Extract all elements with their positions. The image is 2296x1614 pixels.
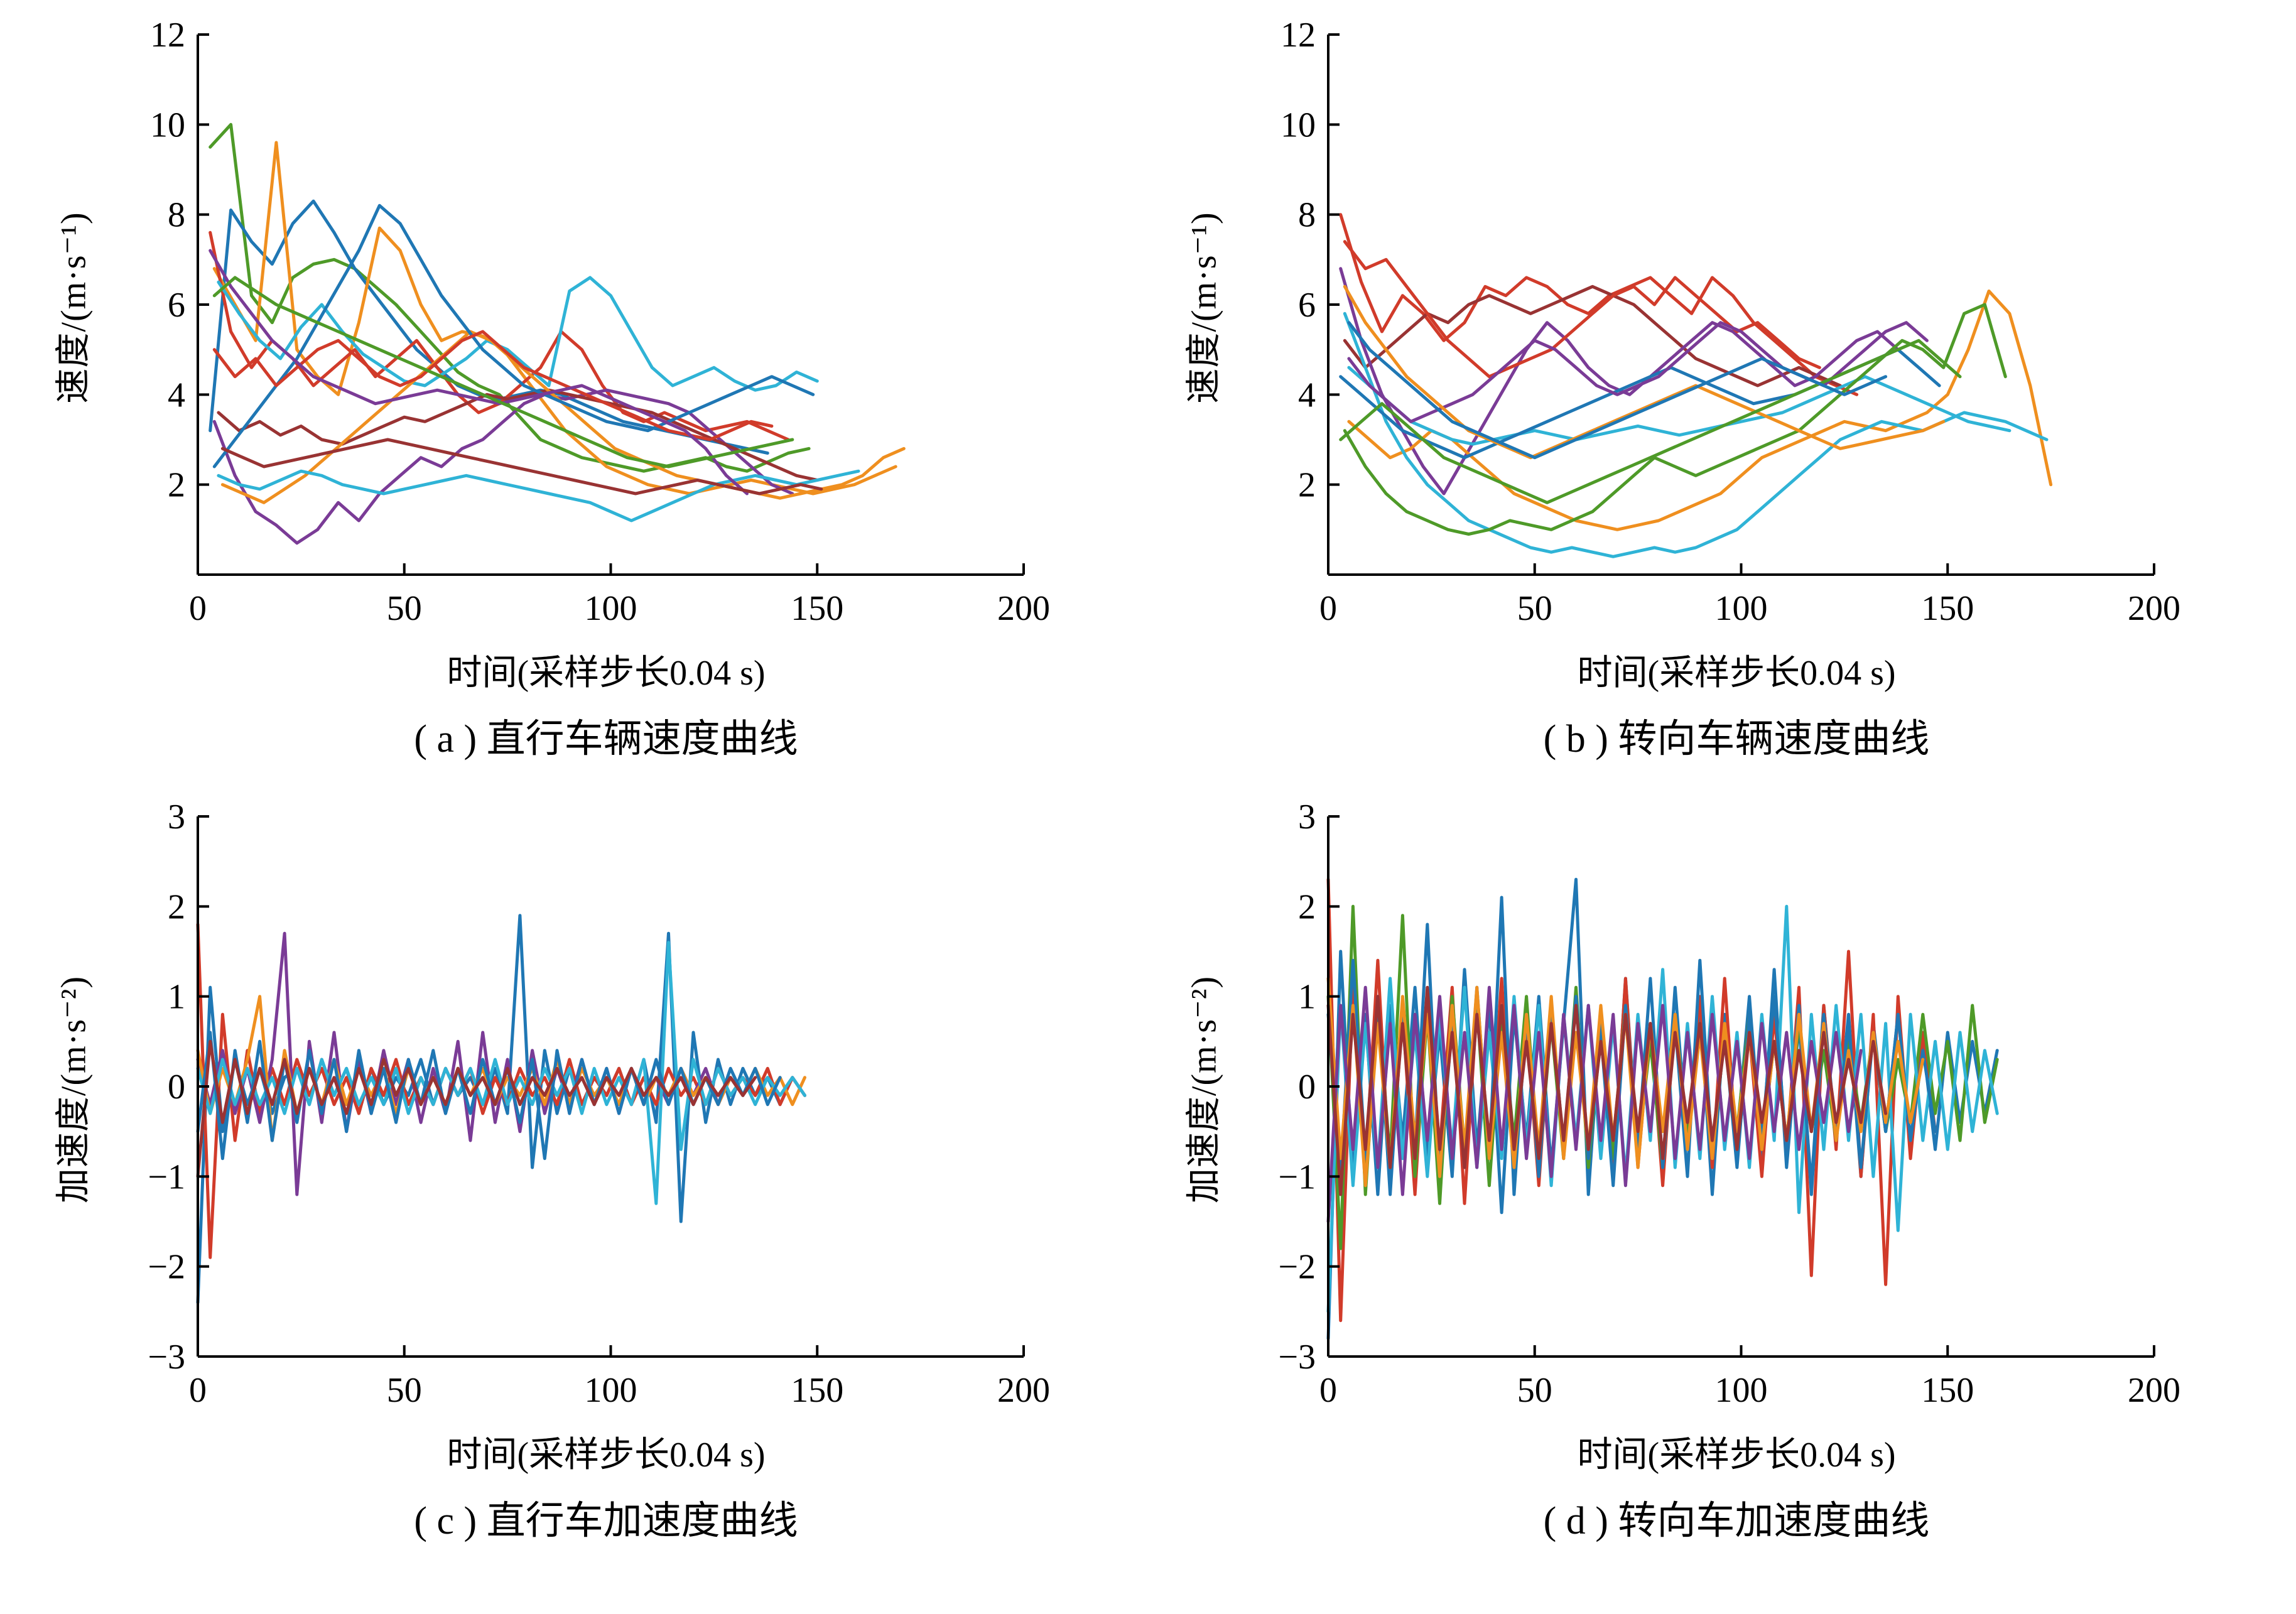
plot-area-a: 0 50 100 150 200 2 4 6 8 10 12 — [100, 19, 1080, 647]
y-tick-label: 2 — [168, 887, 185, 926]
plot-canvas-b: 0 50 100 150 200 2 4 6 8 10 12 — [1281, 19, 2180, 628]
series-line — [208, 249, 749, 496]
figure-grid: 速度/(m·s⁻¹) 0 50 100 150 200 2 4 6 8 10 12 时间(采样步长0… — [44, 19, 2211, 1545]
series-line — [196, 914, 806, 1304]
series-line — [1347, 321, 1888, 460]
y-tick-label: 12 — [1281, 19, 1316, 55]
series-line — [212, 330, 774, 441]
series-line — [212, 141, 897, 496]
x-tick-label: 200 — [997, 1371, 1050, 1410]
series-line — [212, 276, 794, 468]
plot-canvas-a: 0 50 100 150 200 2 4 6 8 10 12 — [150, 19, 1050, 628]
x-tick-label: 0 — [1319, 1371, 1337, 1410]
x-tick-label: 200 — [2128, 589, 2180, 628]
y-tick-label: 6 — [168, 286, 185, 325]
series-line — [220, 438, 823, 496]
series-line — [1343, 303, 2007, 536]
plot-canvas-c: 0 50 100 150 200 −3 −2 −1 0 1 2 3 — [148, 801, 1050, 1410]
y-tick-label: −2 — [148, 1248, 185, 1287]
series-line — [212, 388, 794, 545]
y-tick-label: −3 — [148, 1338, 185, 1377]
x-axis-label-d: 时间(采样步长0.04 s) — [1577, 1436, 1896, 1475]
chart-panel-a: 速度/(m·s⁻¹) 0 50 100 150 200 2 4 6 8 10 12 时间(采样步长0… — [44, 19, 1080, 763]
x-tick-label: 50 — [1517, 589, 1552, 628]
x-tick-label: 50 — [1517, 1371, 1552, 1410]
x-tick-label: 150 — [791, 1371, 843, 1410]
y-tick-label: 2 — [1298, 887, 1316, 926]
series-line — [1347, 366, 2012, 446]
y-tick-label: 4 — [1298, 376, 1316, 414]
caption-b: ( b ) 转向车辆速度曲线 — [1543, 718, 1930, 761]
y-tick-label: 3 — [1298, 801, 1316, 837]
chart-panel-b: 速度/(m·s⁻¹) 0 50 100 150 200 2 4 6 8 10 12 时间(采样步长0… — [1174, 19, 2211, 763]
x-axis-label-c: 时间(采样步长0.04 s) — [447, 1436, 766, 1475]
y-tick-label: 0 — [168, 1068, 185, 1107]
y-tick-label: 0 — [1298, 1068, 1316, 1107]
plot-area-d: 0 50 100 150 200 −3 −2 −1 0 1 2 3 — [1231, 801, 2211, 1429]
plot-area-b: 0 50 100 150 200 2 4 6 8 10 12 — [1231, 19, 2211, 647]
series-line — [1343, 311, 2049, 558]
x-tick-label: 100 — [1715, 589, 1768, 628]
y-tick-label: 8 — [1298, 196, 1316, 235]
caption-c: ( c ) 直行车加速度曲线 — [414, 1500, 798, 1542]
x-tick-label: 150 — [1921, 1371, 1974, 1410]
series-line — [1339, 213, 1859, 396]
caption-d: ( d ) 转向车加速度曲线 — [1543, 1500, 1930, 1542]
y-axis-label-a: 速度/(m·s⁻¹) — [54, 212, 94, 404]
y-tick-label: 10 — [1281, 106, 1316, 144]
x-tick-label: 150 — [1921, 589, 1974, 628]
y-tick-label: −2 — [1278, 1248, 1316, 1287]
x-tick-label: 100 — [585, 1371, 637, 1410]
chart-panel-d: 加速度/(m·s⁻²) 0 50 100 150 200 −3 −2 −1 0 1 2 3 时间(采样… — [1174, 801, 2211, 1545]
y-tick-label: −3 — [1278, 1338, 1316, 1377]
y-tick-label: 4 — [168, 376, 185, 414]
x-tick-label: 150 — [791, 589, 843, 628]
series-line — [1326, 985, 1863, 1223]
plot-area-c: 0 50 100 150 200 −3 −2 −1 0 1 2 3 — [100, 801, 1080, 1429]
series-line — [212, 203, 815, 468]
x-tick-label: 50 — [387, 589, 422, 628]
series-line — [196, 1031, 782, 1161]
chart-panel-c: 加速度/(m·s⁻²) 0 50 100 150 200 −3 −2 −1 0 1 2 3 时间(采样… — [44, 801, 1080, 1545]
x-tick-label: 100 — [1715, 1371, 1768, 1410]
y-tick-label: 10 — [150, 106, 185, 144]
x-tick-label: 0 — [189, 589, 207, 628]
y-tick-label: 2 — [168, 466, 185, 505]
y-axis-label-d: 加速度/(m·s⁻²) — [1184, 975, 1224, 1204]
y-tick-label: 8 — [168, 196, 185, 235]
y-tick-label: −1 — [1278, 1157, 1316, 1196]
series-line — [1339, 339, 1962, 504]
y-axis-label-b: 速度/(m·s⁻¹) — [1184, 212, 1224, 404]
x-tick-label: 0 — [189, 1371, 207, 1410]
x-axis-label-a: 时间(采样步长0.04 s) — [447, 654, 766, 693]
series-line — [217, 276, 819, 392]
series-line — [1343, 284, 1946, 460]
x-tick-label: 200 — [997, 589, 1050, 628]
series-line — [208, 122, 811, 473]
series-line — [196, 1039, 757, 1178]
y-tick-label: −1 — [148, 1157, 185, 1196]
y-tick-label: 1 — [168, 978, 185, 1017]
series-line — [1326, 985, 1888, 1196]
plot-canvas-d: 0 50 100 150 200 −3 −2 −1 0 1 2 3 — [1278, 801, 2180, 1410]
y-tick-label: 6 — [1298, 286, 1316, 325]
y-tick-label: 3 — [168, 801, 185, 837]
x-tick-label: 0 — [1319, 589, 1337, 628]
y-tick-label: 1 — [1298, 978, 1316, 1017]
y-tick-label: 12 — [150, 19, 185, 55]
series-line — [217, 469, 860, 523]
x-tick-label: 200 — [2128, 1371, 2180, 1410]
y-axis-label-c: 加速度/(m·s⁻²) — [54, 975, 94, 1204]
series-line — [217, 388, 819, 482]
x-tick-label: 50 — [387, 1371, 422, 1410]
x-tick-label: 100 — [585, 589, 637, 628]
x-axis-label-b: 时间(采样步长0.04 s) — [1577, 654, 1896, 693]
caption-a: ( a ) 直行车辆速度曲线 — [414, 718, 798, 761]
y-tick-label: 2 — [1298, 466, 1316, 505]
